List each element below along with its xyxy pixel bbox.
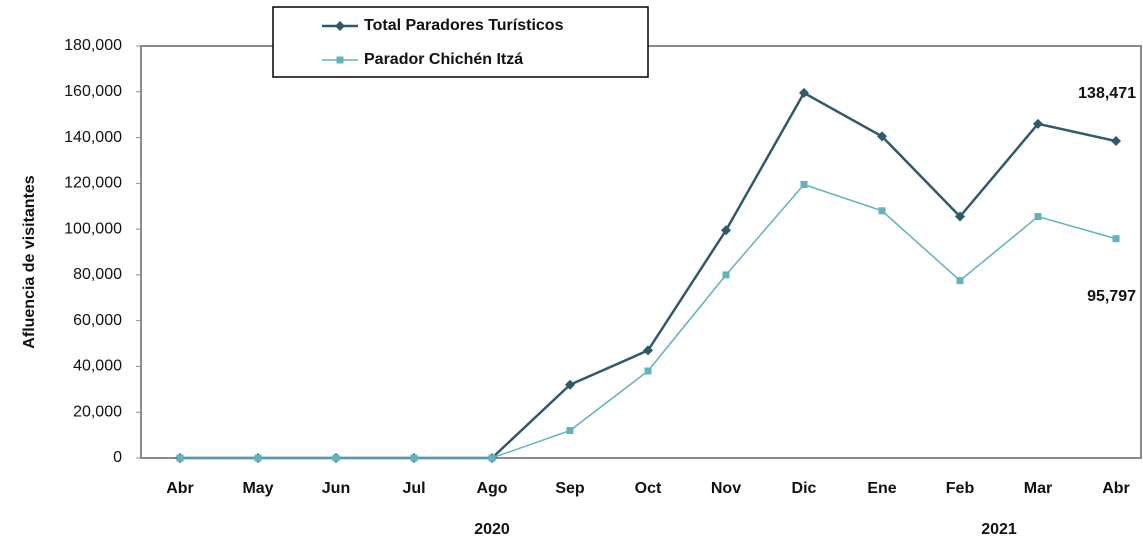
y-tick-label: 180,000 — [64, 37, 122, 54]
x-tick-label: Mar — [1024, 480, 1052, 497]
x-tick-label: Jul — [402, 480, 425, 497]
point — [254, 454, 262, 462]
value-label: 95,797 — [1087, 288, 1136, 305]
point — [956, 277, 964, 285]
series-line — [180, 183, 1117, 459]
point — [722, 271, 730, 279]
point — [566, 427, 574, 435]
point — [1112, 235, 1120, 243]
point — [332, 454, 340, 462]
point — [1111, 136, 1121, 147]
x-tick-label: Sep — [555, 480, 585, 497]
x-tick-label: Abr — [166, 480, 194, 497]
point — [565, 379, 575, 390]
y-tick-label: 120,000 — [64, 175, 122, 192]
legend-marker — [336, 56, 344, 64]
x-tick-label: Feb — [946, 480, 975, 497]
point — [878, 207, 886, 215]
legend-label: Total Paradores Turísticos — [364, 17, 564, 34]
series-line — [180, 91, 1117, 460]
y-axis-title: Afluencia de visitantes — [21, 175, 38, 348]
y-tick-label: 60,000 — [73, 312, 122, 329]
value-label: 138,471 — [1078, 85, 1136, 102]
y-tick-label: 160,000 — [64, 83, 122, 100]
y-tick-label: 80,000 — [73, 266, 122, 283]
legend — [272, 6, 649, 78]
legend-marker — [335, 21, 345, 31]
year-label: 2020 — [474, 521, 510, 538]
plot-frame — [140, 45, 1142, 459]
y-tick-label: 40,000 — [73, 358, 122, 375]
y-tick-label: 140,000 — [64, 129, 122, 146]
x-tick-label: Dic — [792, 480, 817, 497]
x-tick-label: Nov — [711, 480, 741, 497]
x-tick-label: Ago — [476, 480, 507, 497]
point — [643, 345, 653, 356]
x-tick-label: Abr — [1102, 480, 1130, 497]
x-tick-label: Ene — [867, 480, 896, 497]
point — [721, 225, 731, 236]
year-label: 2021 — [981, 521, 1017, 538]
point — [1033, 118, 1043, 129]
point — [800, 180, 808, 188]
point — [1034, 213, 1042, 221]
point — [644, 367, 652, 375]
x-tick-label: Oct — [635, 480, 662, 497]
point — [955, 211, 965, 222]
point — [176, 454, 184, 462]
point — [410, 454, 418, 462]
point — [877, 131, 887, 142]
point — [488, 454, 496, 462]
point — [799, 87, 809, 98]
y-tick-label: 20,000 — [73, 403, 122, 420]
y-tick-label: 100,000 — [64, 220, 122, 237]
x-tick-label: Jun — [322, 480, 350, 497]
legend-label: Parador Chichén Itzá — [364, 51, 523, 68]
x-tick-label: May — [242, 480, 273, 497]
y-tick-label: 0 — [113, 449, 122, 466]
